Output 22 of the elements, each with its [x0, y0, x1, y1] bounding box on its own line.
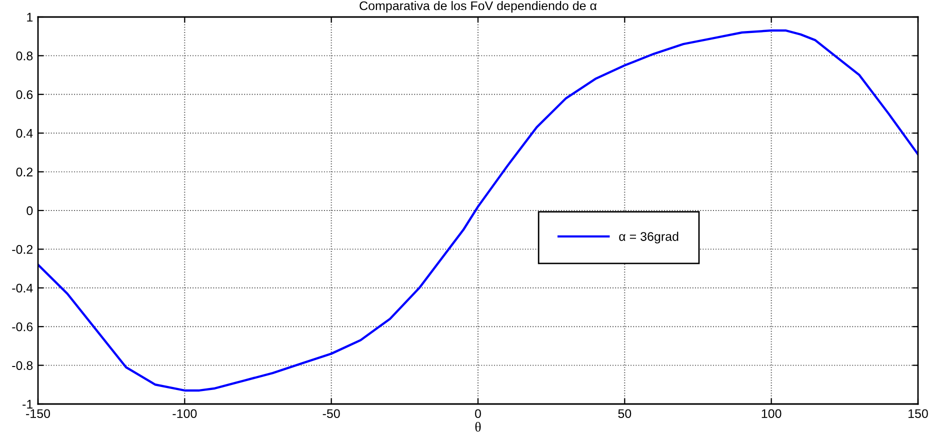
x-tick-label: 150	[908, 409, 928, 418]
chart-title: Comparativa de los FoV dependiendo de α	[360, 0, 597, 13]
x-tick-label: 0	[475, 409, 481, 418]
y-tick-label: -0.6	[12, 322, 33, 332]
y-tick-label: 1	[27, 12, 33, 22]
x-axis-title: θ	[475, 422, 481, 432]
line-series	[38, 29, 918, 392]
y-tick-label: 0.8	[16, 52, 33, 60]
x-tick-label: -50	[322, 409, 340, 418]
y-tick-label: -0.2	[12, 245, 33, 254]
y-tick-label: 0	[26, 206, 33, 216]
x-tick-label: -100	[172, 409, 197, 418]
y-tick-label: -0.8	[12, 361, 33, 370]
y-tick-label: -1	[22, 400, 33, 409]
y-tick-label: -0.4	[12, 284, 33, 293]
legend-label: α = 36grad	[619, 232, 678, 244]
y-tick-label: 0.4	[16, 128, 33, 138]
x-tick-label: 50	[618, 409, 632, 418]
x-tick-label: 100	[762, 409, 782, 418]
x-tick-label: -150	[26, 409, 50, 418]
y-tick-label: 0.6	[16, 90, 33, 100]
y-tick-label: 0.2	[16, 168, 33, 176]
